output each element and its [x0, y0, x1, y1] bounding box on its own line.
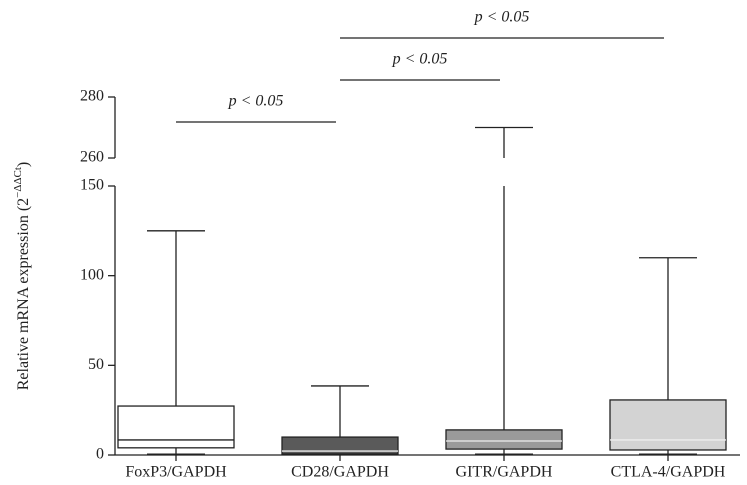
significance-label: p < 0.05: [392, 51, 448, 68]
significance-label: p < 0.05: [474, 9, 530, 26]
y-axis-label: Relative mRNA expression (2−ΔΔCt): [12, 162, 32, 391]
x-tick-label: CTLA-4/GAPDH: [611, 464, 726, 481]
box: [117, 405, 235, 449]
box: [609, 399, 727, 451]
y-label-sup: −ΔΔCt: [12, 167, 24, 198]
y-tick-label: 100: [80, 266, 104, 283]
y-label-end: ): [15, 162, 32, 167]
significance-label: p < 0.05: [228, 93, 284, 110]
y-tick-label: 50: [88, 356, 104, 373]
y-tick-label: 0: [96, 446, 104, 463]
y-tick-label: 260: [80, 149, 104, 166]
box: [445, 429, 563, 450]
y-label-text: Relative mRNA expression (2: [15, 198, 32, 390]
y-tick-label: 280: [80, 88, 104, 105]
y-tick-label: 150: [80, 177, 104, 194]
x-tick-label: CD28/GAPDH: [291, 464, 389, 481]
x-tick-label: FoxP3/GAPDH: [125, 464, 227, 481]
box: [281, 436, 399, 455]
x-tick-label: GITR/GAPDH: [456, 464, 553, 481]
